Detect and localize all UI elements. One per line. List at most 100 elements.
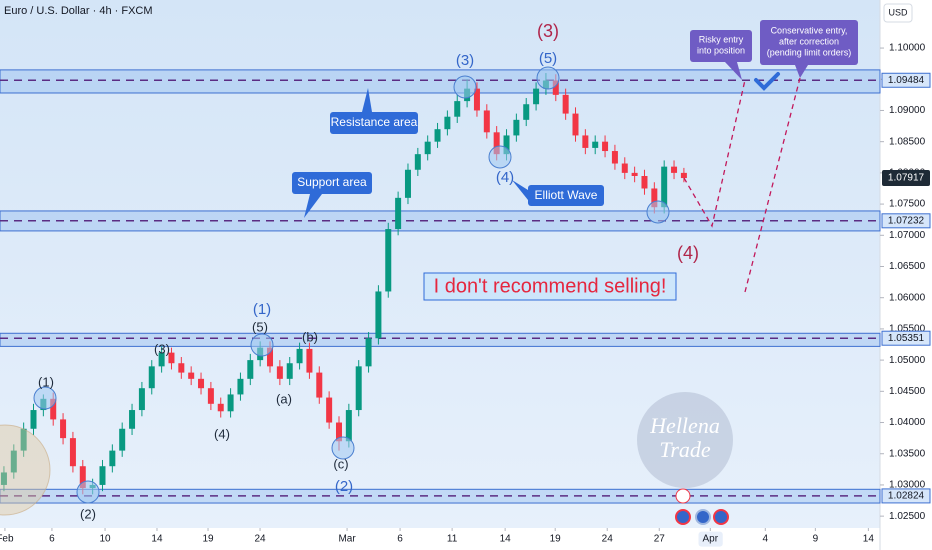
x-tick-label: 10 — [99, 534, 111, 545]
x-tick-label: Apr — [703, 534, 719, 545]
y-tick-label: 1.05500 — [889, 324, 926, 335]
x-tick-label: 4 — [763, 534, 769, 545]
level-tag — [881, 330, 931, 346]
label-text: Support area — [297, 175, 367, 189]
candle-body — [513, 119, 520, 136]
time-axis — [0, 528, 880, 550]
candle-body — [592, 141, 599, 148]
label-pointer — [512, 180, 528, 200]
candle-body — [345, 410, 352, 442]
watermark-text: Hellena — [649, 413, 720, 438]
callout-pointer — [795, 65, 808, 78]
callout-pointer — [725, 62, 742, 80]
candle-body — [572, 113, 579, 136]
label-box — [423, 272, 677, 301]
candle-body — [335, 422, 342, 442]
wave-label: (4) — [214, 426, 230, 441]
zone — [0, 69, 881, 94]
label-text: I don't recommend selling! — [434, 275, 667, 297]
level-label: 1.09484 — [888, 75, 925, 86]
candles — [0, 73, 687, 495]
candle-body — [454, 101, 461, 117]
candle-body — [552, 80, 559, 95]
candle-body — [10, 450, 17, 473]
callout-box — [690, 30, 752, 62]
level-tag — [881, 213, 931, 229]
callout-box — [760, 20, 858, 65]
y-tick-label: 1.05000 — [889, 355, 926, 366]
wave-label: (4) — [677, 243, 699, 263]
candle-body — [395, 197, 402, 230]
candle-body — [207, 388, 214, 404]
y-tick-label: 1.07500 — [889, 199, 926, 210]
candle-body — [523, 104, 530, 120]
candle-body — [296, 348, 303, 364]
forecast-path — [744, 77, 801, 293]
callout-text: after correction — [779, 36, 839, 46]
candle-body — [306, 348, 313, 373]
candle-body — [621, 163, 628, 173]
callout-text: Conservative entry, — [771, 25, 848, 35]
candle-body — [424, 141, 431, 155]
price-axis — [880, 0, 932, 550]
x-tick-label: 14 — [500, 534, 512, 545]
x-tick-label: 24 — [254, 534, 266, 545]
y-tick-label: 1.06000 — [889, 292, 926, 303]
candle-body — [316, 372, 323, 398]
x-tick-label: 19 — [550, 534, 562, 545]
candle-body — [631, 172, 638, 176]
candle-body — [651, 188, 658, 208]
annotations: Euro / U.S. Dollar · 4h · FXCM USD (3) (… — [0, 3, 913, 525]
event-icon — [695, 509, 711, 525]
last-price-label: 1.07917 — [888, 173, 925, 184]
highlight-circle — [33, 386, 57, 410]
wave-label: (c) — [333, 456, 348, 471]
candle-body — [50, 398, 57, 420]
level-tag — [881, 488, 931, 504]
candle-body — [582, 135, 589, 148]
event-icon — [675, 488, 691, 504]
wave-label: (b) — [302, 329, 318, 344]
candle-body — [562, 94, 569, 114]
candle-body — [0, 472, 7, 485]
highlight-circle — [331, 436, 355, 460]
x-tick-label: 9 — [813, 534, 819, 545]
plot-area — [0, 0, 880, 528]
x-tick-label: 27 — [654, 534, 666, 545]
candle-body — [237, 378, 244, 395]
candle-body — [493, 132, 500, 155]
candle-body — [247, 360, 254, 379]
label-box — [528, 185, 604, 206]
callout-text: into position — [697, 45, 745, 55]
candle-body — [109, 450, 116, 467]
wave-label: (2) — [80, 506, 96, 521]
candle-body — [217, 403, 224, 412]
candle-body — [680, 172, 687, 179]
candle-body — [473, 88, 480, 111]
label-text: Resistance area — [331, 115, 418, 129]
check-mark — [754, 72, 780, 91]
watermark-text: Trade — [659, 437, 711, 462]
candle-body — [611, 151, 618, 164]
currency: USD — [888, 7, 908, 17]
y-tick-label: 1.03000 — [889, 480, 926, 491]
candle-body — [20, 428, 27, 451]
candle-body — [227, 394, 234, 412]
x-tick-label: 6 — [49, 534, 55, 545]
highlight-circle — [250, 333, 274, 357]
candle-body — [434, 129, 441, 142]
candle-body — [119, 428, 126, 451]
label-box — [292, 172, 372, 194]
y-tick-label: 1.06500 — [889, 261, 926, 272]
label-pointer — [362, 88, 372, 112]
x-tick-highlight — [698, 531, 723, 547]
candle-body — [198, 378, 205, 389]
x-tick-label: Mar — [338, 534, 356, 545]
candle-body — [533, 88, 540, 105]
y-tick-label: 1.10000 — [889, 43, 926, 54]
candle-body — [671, 166, 678, 173]
event-icon — [675, 509, 691, 525]
wave-label: (5) — [252, 319, 268, 334]
candle-body — [79, 466, 86, 489]
